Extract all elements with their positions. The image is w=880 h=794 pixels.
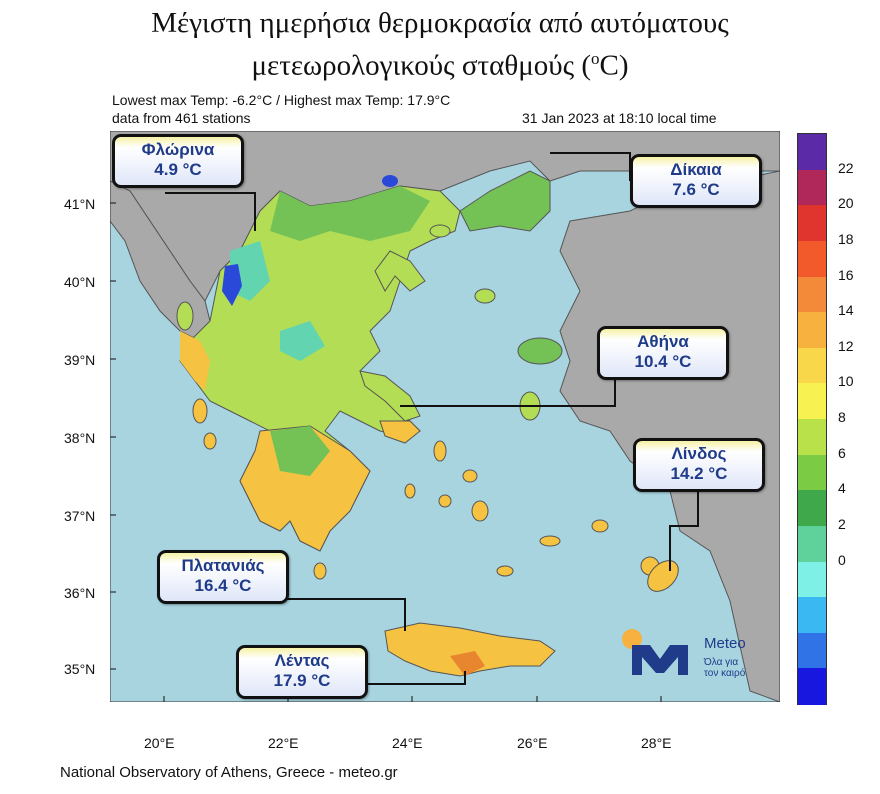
lon-label-22: 22°E xyxy=(268,735,299,751)
leader-lentas xyxy=(360,671,466,685)
attica xyxy=(379,420,421,444)
lon-label-26: 26°E xyxy=(517,735,548,751)
colorbar-tick-label: 10 xyxy=(838,373,854,390)
lat-label-37: 37°N xyxy=(64,508,96,524)
station-label-dikaia: Δίκαια 7.6 °C xyxy=(630,154,762,208)
extremes-text: Lowest max Temp: -6.2°C / Highest max Te… xyxy=(112,92,451,108)
temperature-map xyxy=(110,131,780,702)
colorbar-tick-label: 12 xyxy=(838,337,854,354)
colorbar-segment xyxy=(798,240,826,277)
crete-island xyxy=(384,622,556,677)
colorbar-tick-label: 16 xyxy=(838,266,854,283)
logo-sub: Όλα για τον καιρό xyxy=(704,657,746,679)
footer-credit: National Observatory of Athens, Greece -… xyxy=(60,764,398,781)
leader-athina xyxy=(400,376,616,407)
lat-label-36: 36°N xyxy=(64,585,96,601)
colorbar-tick-label: 14 xyxy=(838,302,854,319)
colorbar-tick-label: 0 xyxy=(838,551,846,568)
colorbar-segment xyxy=(798,561,826,598)
santorini-island xyxy=(496,565,514,577)
colorbar-segment xyxy=(798,347,826,384)
zakynthos-island xyxy=(203,432,217,450)
lon-label-28: 28°E xyxy=(641,735,672,751)
coldest-spot xyxy=(222,264,242,306)
colorbar-segment xyxy=(798,597,826,634)
leader-lindos xyxy=(669,476,699,571)
colorbar-segment xyxy=(798,632,826,669)
station-label-lindos: Λίνδος 14.2 °C xyxy=(633,438,765,492)
kythira-island xyxy=(313,562,327,580)
colorbar-segment xyxy=(798,525,826,562)
colorbar-tick-label: 22 xyxy=(838,159,854,176)
kos-island xyxy=(591,519,609,533)
serifos-island xyxy=(404,483,416,499)
map-title-line1: Μέγιστη ημερήσια θερμοκρασία από αυτόματ… xyxy=(151,7,729,39)
station-label-lentas: Λέντας 17.9 °C xyxy=(236,645,368,699)
colorbar-segment xyxy=(798,419,826,456)
colorbar-segment xyxy=(798,205,826,242)
crete-hot-zone xyxy=(450,651,485,676)
north-cold-spot xyxy=(382,175,398,187)
euboea xyxy=(359,370,421,422)
lesvos-island xyxy=(517,337,563,365)
lemnos-island xyxy=(474,288,496,304)
thasos-island xyxy=(429,224,451,238)
colorbar-segment xyxy=(798,383,826,420)
chalkidiki xyxy=(374,250,426,292)
lat-label-38: 38°N xyxy=(64,430,96,446)
amorgos-island xyxy=(539,535,561,547)
peloponnese-warm xyxy=(239,425,371,552)
lon-label-20: 20°E xyxy=(144,735,175,751)
colorbar-segment xyxy=(798,276,826,313)
temperature-colorbar xyxy=(797,133,827,705)
map-title-line2: μετεωρολογικούς σταθμούς (oC) xyxy=(251,49,629,82)
colorbar-tick-label: 4 xyxy=(838,480,846,497)
station-label-florina: Φλώρινα 4.9 °C xyxy=(112,134,244,188)
central-cold-zone xyxy=(280,321,325,361)
kefalonia-island xyxy=(192,398,208,424)
colorbar-tick-label: 20 xyxy=(838,195,854,212)
paros-island xyxy=(438,494,452,508)
station-label-athina: Αθήνα 10.4 °C xyxy=(597,326,729,380)
andros-island xyxy=(433,440,447,462)
logo-word: Meteo xyxy=(704,635,746,652)
lat-label-40: 40°N xyxy=(64,274,96,290)
peloponnese-mountains xyxy=(270,426,330,476)
lon-label-24: 24°E xyxy=(392,735,423,751)
colorbar-tick-label: 18 xyxy=(838,230,854,247)
stations-count: data from 461 stations xyxy=(112,110,251,126)
colorbar-segment xyxy=(798,169,826,206)
colorbar-segment xyxy=(798,312,826,349)
naxos-island xyxy=(471,500,489,522)
lat-label-39: 39°N xyxy=(64,352,96,368)
leader-platanias xyxy=(270,598,406,631)
thrace-region xyxy=(459,170,551,232)
colorbar-segment xyxy=(798,454,826,491)
corfu-island xyxy=(176,301,194,331)
colorbar-tick-label: 2 xyxy=(838,515,846,532)
meteo-logo: Meteo Όλα για τον καιρό xyxy=(620,627,770,687)
colorbar-tick-label: 8 xyxy=(838,409,846,425)
station-label-platanias: Πλατανιάς 16.4 °C xyxy=(157,550,289,604)
lat-label-41: 41°N xyxy=(64,196,96,212)
north-cool-band xyxy=(270,186,430,241)
leader-florina xyxy=(165,192,256,231)
meteo-logo-icon xyxy=(622,629,688,675)
colorbar-segment xyxy=(798,668,826,705)
lat-label-35: 35°N xyxy=(64,661,96,677)
colorbar-segment xyxy=(798,490,826,527)
colorbar-segment xyxy=(798,134,826,171)
west-coast-warm xyxy=(180,331,210,391)
timestamp: 31 Jan 2023 at 18:10 local time xyxy=(522,110,717,126)
colorbar-tick-label: 6 xyxy=(838,444,846,461)
mykonos-island xyxy=(462,469,478,483)
